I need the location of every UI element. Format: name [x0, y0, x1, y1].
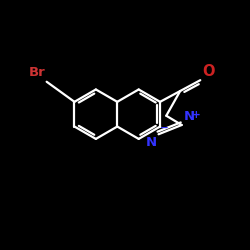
- Text: N: N: [183, 110, 194, 124]
- Text: N: N: [146, 136, 157, 149]
- Text: Br: Br: [28, 66, 45, 80]
- Text: +: +: [192, 110, 200, 120]
- Text: O: O: [202, 64, 214, 79]
- Text: −: −: [160, 123, 169, 133]
